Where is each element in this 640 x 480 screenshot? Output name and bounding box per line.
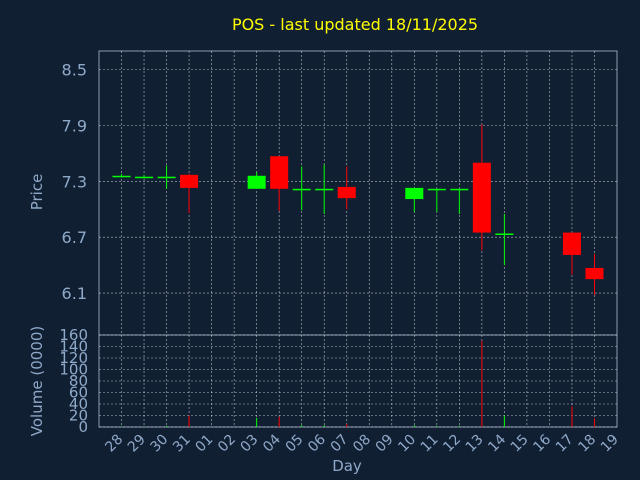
day-tick-label: 11 bbox=[418, 432, 442, 456]
day-tick-label: 01 bbox=[193, 432, 217, 456]
candle-body bbox=[585, 267, 604, 280]
volume-axis-label: Volume (0000) bbox=[28, 326, 46, 436]
candle-body bbox=[157, 176, 176, 179]
candle-body bbox=[427, 188, 446, 191]
candle-body bbox=[562, 232, 581, 255]
day-tick-label: 09 bbox=[373, 432, 397, 456]
volume-bars bbox=[121, 340, 595, 427]
day-tick-label: 19 bbox=[598, 432, 622, 456]
candle-body bbox=[135, 176, 154, 179]
price-tick-label: 7.9 bbox=[62, 116, 87, 135]
price-tick-label: 7.3 bbox=[62, 172, 87, 191]
day-tick-label: 05 bbox=[283, 432, 307, 456]
day-tick-label: 28 bbox=[102, 432, 126, 456]
day-tick-label: 17 bbox=[553, 432, 577, 456]
volume-tick-label: 20 bbox=[69, 407, 88, 425]
price-tick-label: 6.7 bbox=[62, 228, 87, 247]
volume-tick-label: 160 bbox=[59, 326, 88, 344]
volume-tick-label: 60 bbox=[69, 384, 88, 402]
day-tick-label: 14 bbox=[485, 431, 509, 455]
volume-tick-label: 0 bbox=[78, 418, 88, 436]
day-tick-label: 02 bbox=[215, 432, 239, 456]
price-plot-area bbox=[98, 50, 618, 336]
candle-body bbox=[247, 175, 266, 189]
day-tick-label: 16 bbox=[530, 431, 554, 455]
candle-body bbox=[450, 188, 469, 191]
day-tick-label: 10 bbox=[395, 432, 419, 456]
day-tick-label: 13 bbox=[463, 432, 487, 456]
candle-body bbox=[495, 233, 514, 236]
day-tick-labels: 2829303101020304050607080910111213141516… bbox=[102, 431, 621, 455]
volume-tick-label: 40 bbox=[69, 395, 88, 413]
day-tick-label: 06 bbox=[305, 431, 329, 455]
candle-body bbox=[315, 188, 334, 191]
price-tick-label: 8.5 bbox=[62, 61, 87, 80]
candle-body bbox=[292, 188, 311, 191]
price-axis-label: Price bbox=[28, 174, 46, 211]
price-tick-label: 6.1 bbox=[62, 284, 87, 303]
day-tick-label: 18 bbox=[575, 432, 599, 456]
day-tick-label: 08 bbox=[350, 432, 374, 456]
price-panel: 8.5 7.9 7.3 6.7 6.1 Price bbox=[28, 50, 618, 336]
day-tick-label: 04 bbox=[260, 431, 284, 455]
day-tick-label: 29 bbox=[125, 432, 149, 456]
day-tick-label: 30 bbox=[147, 432, 171, 456]
candles bbox=[112, 124, 604, 295]
price-tick-labels: 8.5 7.9 7.3 6.7 6.1 bbox=[62, 61, 87, 303]
volume-tick-label: 140 bbox=[59, 338, 88, 356]
price-grid bbox=[99, 51, 617, 335]
day-tick-label: 15 bbox=[508, 432, 532, 456]
day-tick-label: 03 bbox=[238, 432, 262, 456]
day-tick-label: 07 bbox=[328, 432, 352, 456]
volume-grid bbox=[99, 334, 617, 428]
day-tick-label: 12 bbox=[440, 432, 464, 456]
candle-body bbox=[472, 162, 491, 233]
candle-body bbox=[337, 186, 356, 199]
volume-tick-label: 100 bbox=[59, 361, 88, 379]
day-tick-label: 31 bbox=[170, 432, 194, 456]
chart-title: POS - last updated 18/11/2025 bbox=[232, 15, 478, 34]
volume-tick-label: 80 bbox=[69, 372, 88, 390]
candle-body bbox=[112, 175, 131, 178]
volume-tick-label: 120 bbox=[59, 349, 88, 367]
candle-body bbox=[405, 187, 424, 200]
candle-body bbox=[180, 174, 199, 188]
candle-body bbox=[270, 156, 289, 189]
day-axis-label: Day bbox=[332, 457, 362, 475]
